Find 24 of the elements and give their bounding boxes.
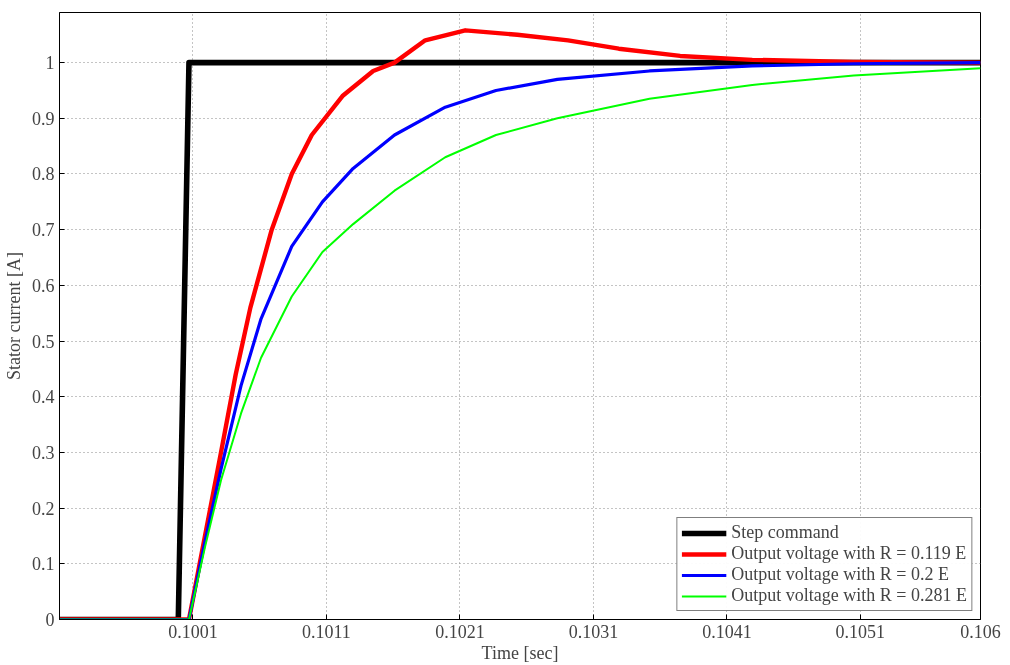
x-tick-label: 0.1021: [435, 621, 485, 642]
y-tick-label: 0: [45, 610, 55, 630]
y-tick-label: 0.1: [32, 554, 55, 575]
x-tick-label: 0.106: [960, 621, 1001, 642]
x-tick-label: 0.1031: [568, 621, 619, 642]
x-tick-label: 0.1011: [302, 621, 351, 642]
y-tick-label: 0.5: [32, 331, 55, 352]
y-tick-label: 0.8: [32, 164, 55, 185]
legend-label: Output voltage with R = 0.2 E: [731, 564, 949, 585]
y-tick-label: 0.3: [32, 442, 55, 463]
y-tick-label: 0.9: [32, 108, 55, 129]
y-axis-title: Stator current [A]: [4, 252, 24, 380]
legend-label: Output voltage with R = 0.281 E: [731, 585, 967, 606]
x-tick-label: 0.1001: [168, 621, 218, 642]
x-tick-label: 0.1041: [702, 621, 752, 642]
x-tick-label: 0.1051: [835, 621, 886, 642]
y-tick-label: 0.4: [32, 387, 55, 408]
y-tick-label: 0.7: [32, 220, 55, 241]
y-tick-label: 1: [45, 53, 55, 74]
y-tick-label: 0.2: [32, 498, 55, 519]
x-axis-title: Time [sec]: [481, 642, 559, 663]
legend-label: Step command: [731, 522, 839, 543]
legend-label: Output voltage with R = 0.119 E: [731, 543, 967, 564]
y-tick-label: 0.6: [32, 275, 55, 296]
